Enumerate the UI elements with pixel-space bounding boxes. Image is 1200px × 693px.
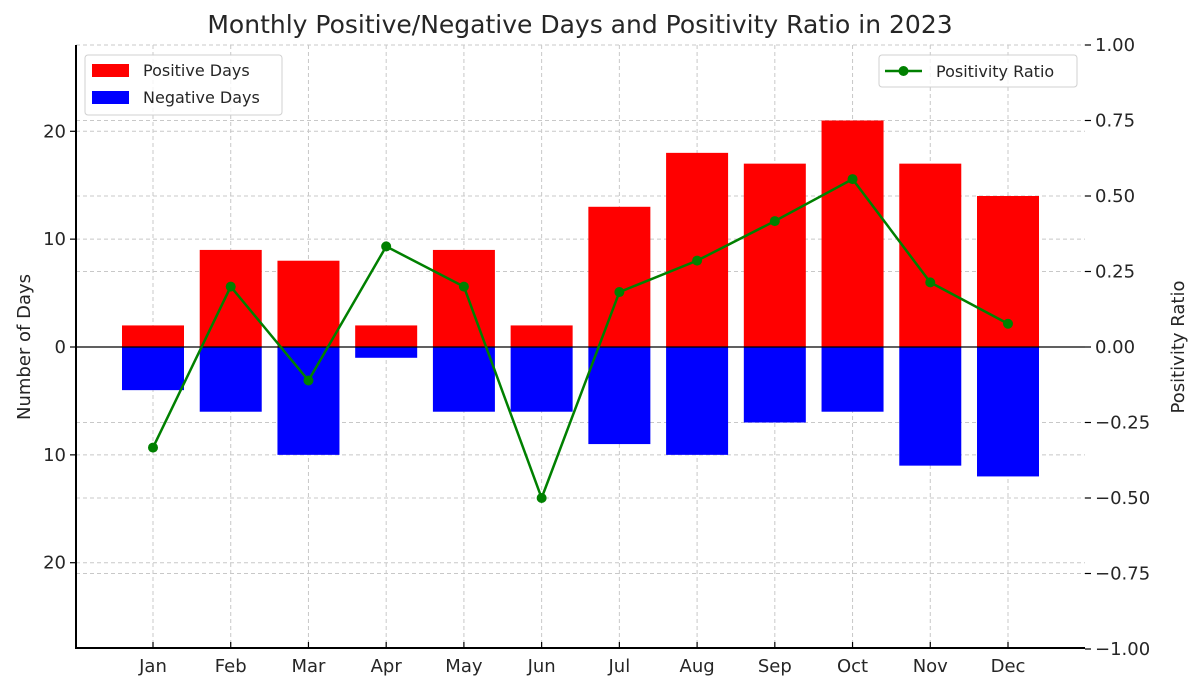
y2-tick-label: 0.50 [1095, 186, 1135, 207]
positive-days-bar [510, 325, 573, 347]
ratio-point [381, 241, 392, 252]
positive-days-bar [743, 163, 806, 347]
y2-tick-label: 1.00 [1095, 35, 1135, 56]
y-tick-label: 10 [43, 229, 66, 250]
x-tick-label: Jul [608, 656, 631, 677]
y-tick-label: 0 [55, 337, 66, 358]
y-tick-label: 10 [43, 445, 66, 466]
positive-days-bar [821, 120, 884, 347]
ratio-line [151, 177, 1009, 502]
ratio-point [769, 216, 780, 227]
x-tick-label: Feb [215, 656, 247, 677]
negative-days-bar [432, 347, 495, 412]
x-tick-label: Aug [680, 656, 715, 677]
ticks: Jan Feb Mar Apr May Jun Jul Aug Sep Oct Nov Dec 20 10… [43, 35, 1150, 677]
legend-swatch-positive [92, 64, 129, 77]
x-tick-label: Dec [991, 656, 1026, 677]
ratio-point [303, 375, 314, 386]
ratio-point [536, 493, 547, 503]
negative-days-bar [977, 347, 1039, 477]
x-tick-label: Jan [138, 656, 167, 677]
y-axis-label: Number of Days [14, 274, 35, 420]
negative-days-bar [588, 347, 651, 445]
negative-days-bar [899, 347, 962, 466]
legend-line: Positivity Ratio [878, 54, 1078, 88]
negative-days-bar [355, 347, 418, 358]
y2-tick-label: 0.75 [1095, 111, 1135, 132]
y2-axis-label: Positivity Ratio [1168, 281, 1189, 414]
legend-label-negative: Negative Days [143, 88, 260, 107]
ratio-point [847, 174, 858, 185]
legend-frame [84, 54, 283, 116]
legend-frame [878, 54, 1078, 88]
bars [122, 120, 1039, 477]
ratio-point [1003, 318, 1013, 329]
positive-days-bar [432, 249, 495, 347]
y2-tick-label: −0.50 [1095, 488, 1150, 509]
x-tick-label: Jun [527, 656, 556, 677]
y2-tick-label: 0.25 [1095, 262, 1135, 283]
positive-days-bar [122, 325, 184, 347]
positive-days-bar [355, 325, 418, 347]
legend-swatch-ratio-marker [898, 66, 909, 76]
legend-label-ratio: Positivity Ratio [936, 62, 1054, 81]
chart-title: Monthly Positive/Negative Days and Posit… [207, 10, 952, 39]
ratio-point [225, 281, 236, 292]
ratio-line-series [148, 174, 1013, 503]
y-tick-label: 20 [43, 121, 66, 142]
y2-tick-label: 0.00 [1095, 337, 1135, 358]
negative-days-bar [277, 347, 340, 455]
x-tick-label: Mar [291, 656, 326, 677]
legend-label-positive: Positive Days [143, 61, 250, 80]
legend-bars: Positive Days Negative Days [84, 54, 283, 116]
negative-days-bar [122, 347, 184, 391]
negative-days-bar [743, 347, 806, 423]
x-tick-label: Sep [758, 656, 792, 677]
legend-swatch-negative [92, 91, 129, 104]
negative-days-bar [666, 347, 729, 455]
ratio-point [148, 442, 158, 453]
y2-tick-label: −0.75 [1095, 564, 1150, 585]
positive-days-bar [588, 206, 651, 347]
ratio-point [614, 287, 625, 298]
y-tick-label: 20 [43, 553, 66, 574]
positive-days-bar [277, 260, 340, 347]
x-tick-label: Nov [913, 656, 948, 677]
y2-tick-label: −1.00 [1095, 639, 1150, 660]
y2-tick-label: −0.25 [1095, 413, 1150, 434]
x-tick-label: May [445, 656, 483, 677]
negative-days-bar [821, 347, 884, 412]
x-tick-label: Apr [371, 656, 403, 677]
ratio-point [692, 255, 703, 266]
ratio-point [458, 281, 469, 292]
ratio-point [925, 277, 936, 288]
negative-days-bar [199, 347, 262, 412]
negative-days-bar [510, 347, 573, 412]
x-tick-label: Oct [837, 656, 868, 677]
